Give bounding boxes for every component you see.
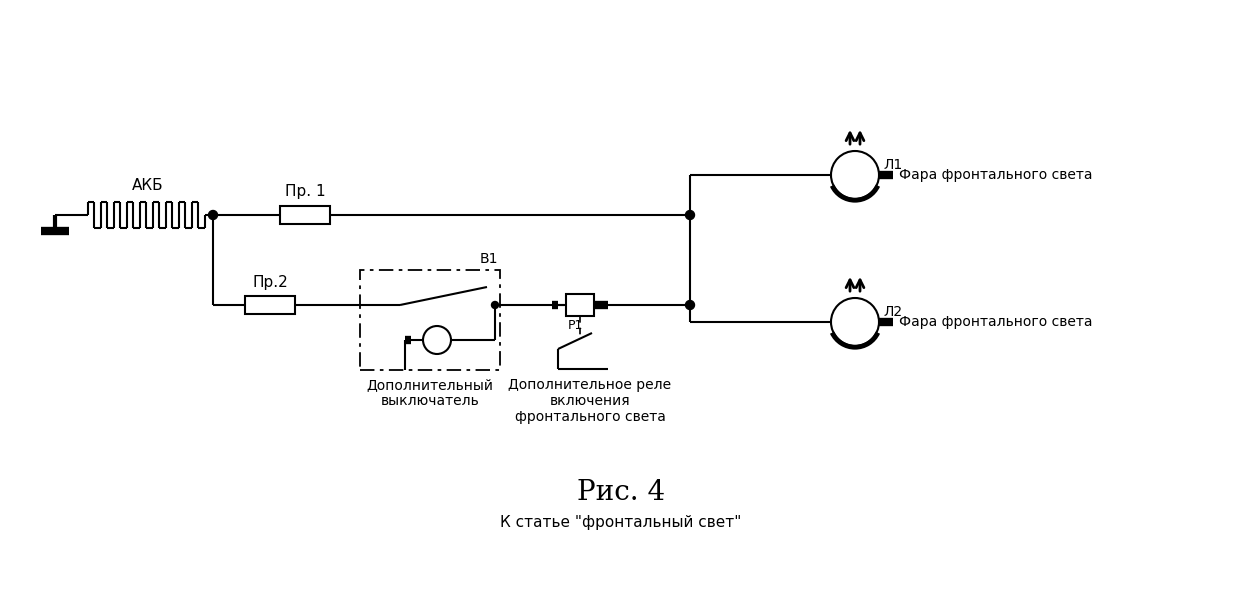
Circle shape xyxy=(685,211,695,220)
Text: Л1: Л1 xyxy=(883,158,902,172)
Text: Пр.2: Пр.2 xyxy=(252,275,288,290)
Bar xyxy=(566,294,594,316)
Text: К статье "фронтальный свет": К статье "фронтальный свет" xyxy=(501,514,742,529)
Bar xyxy=(280,206,329,224)
Text: АКБ: АКБ xyxy=(132,178,164,193)
Circle shape xyxy=(832,151,879,199)
Text: Пр. 1: Пр. 1 xyxy=(285,184,326,199)
Circle shape xyxy=(209,211,218,220)
Circle shape xyxy=(491,301,498,309)
Bar xyxy=(245,296,295,314)
Circle shape xyxy=(832,298,879,346)
Circle shape xyxy=(423,326,451,354)
Text: Фара фронтального света: Фара фронтального света xyxy=(899,315,1093,329)
Bar xyxy=(360,270,500,370)
Text: Фара фронтального света: Фара фронтального света xyxy=(899,168,1093,182)
Text: Рис. 4: Рис. 4 xyxy=(577,480,665,506)
Text: Дополнительное реле
включения
фронтального света: Дополнительное реле включения фронтально… xyxy=(508,378,671,424)
Circle shape xyxy=(685,301,695,310)
Text: В1: В1 xyxy=(480,252,498,266)
Text: Л2: Л2 xyxy=(883,305,902,319)
Text: Р1: Р1 xyxy=(568,319,583,332)
Text: Дополнительный
выключатель: Дополнительный выключатель xyxy=(367,378,493,408)
